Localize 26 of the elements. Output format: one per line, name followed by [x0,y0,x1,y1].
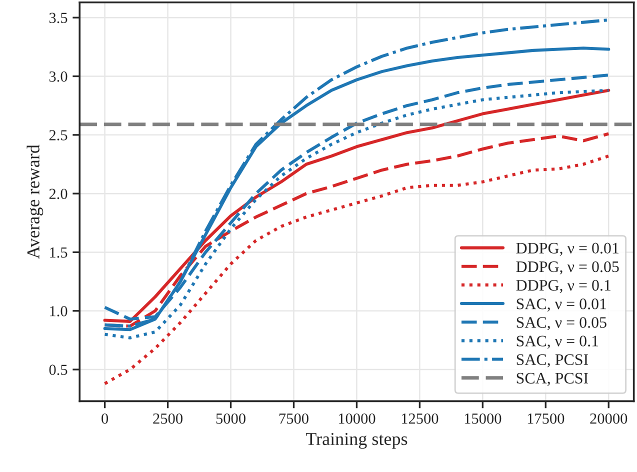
y-tick-label: 1.0 [50,306,68,316]
legend-label: DDPG, ν = 0.01 [516,242,618,256]
x-tick-label: 15000 [464,413,502,424]
legend-label: SAC, ν = 0.05 [516,317,606,330]
legend-label: DDPG, ν = 0.1 [516,280,610,294]
y-tick-label: 3.0 [49,71,68,82]
legend-label: SAC, ν = 0.1 [516,336,598,349]
x-tick-label: 0 [102,413,108,424]
y-tick-label: 1.5 [50,247,68,258]
y-tick-label: 2.5 [49,130,68,140]
y-axis-title: Average reward [26,144,44,259]
legend-label: SAC, ν = 0.01 [516,298,606,312]
x-axis-title: Training steps [306,432,408,449]
y-tick-label: 2.0 [49,188,68,200]
x-tick-label: 20000 [590,413,628,424]
x-tick-label: 5000 [216,413,246,424]
legend-label: SCA, PCSI [516,372,588,386]
x-tick-label: 12500 [402,413,438,424]
x-tick-label: 17500 [528,413,564,424]
legend-label: DDPG, ν = 0.05 [516,261,619,274]
x-tick-label: 2500 [153,413,182,424]
x-tick-label: 7500 [279,413,308,424]
x-tick-label: 10000 [338,413,376,424]
legend-label: SAC, PCSI [516,354,588,368]
y-tick-label: 3.5 [49,12,68,24]
y-tick-label: 0.5 [49,364,68,376]
